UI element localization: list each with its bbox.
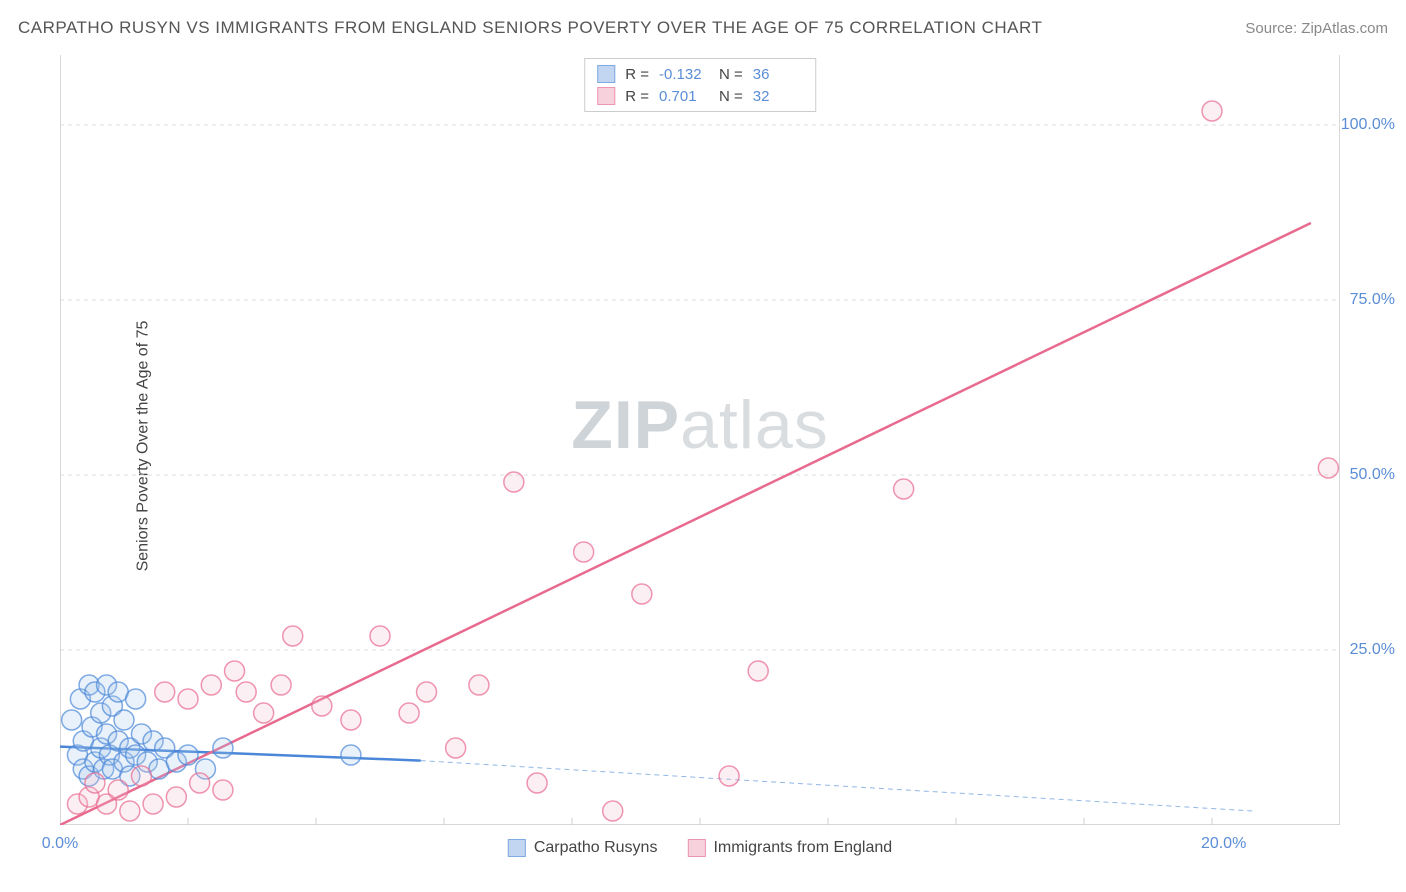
legend-label: Immigrants from England: [713, 839, 892, 857]
stat-n-label: N =: [719, 88, 743, 105]
legend-item: Carpatho Rusyns: [508, 839, 658, 857]
chart-area: ZIPatlas R =-0.132N =36R =0.701N =32 Car…: [60, 55, 1340, 825]
stat-r-value: -0.132: [659, 66, 709, 83]
x-tick-label: 0.0%: [42, 835, 78, 853]
scatter-plot: [60, 55, 1340, 825]
stat-n-value: 32: [753, 88, 803, 105]
y-tick-label: 100.0%: [1341, 116, 1395, 134]
legend-swatch: [687, 839, 705, 857]
y-tick-label: 75.0%: [1350, 291, 1395, 309]
y-tick-label: 50.0%: [1350, 466, 1395, 484]
stat-n-label: N =: [719, 66, 743, 83]
x-tick-label: 20.0%: [1201, 835, 1246, 853]
legend: Carpatho Rusyns Immigrants from England: [508, 839, 892, 857]
legend-item: Immigrants from England: [687, 839, 892, 857]
source-attribution: Source: ZipAtlas.com: [1245, 20, 1388, 37]
stats-row: R = 0.701 N = 32: [597, 85, 803, 107]
legend-label: Carpatho Rusyns: [534, 839, 658, 857]
chart-title: CARPATHO RUSYN VS IMMIGRANTS FROM ENGLAN…: [18, 18, 1042, 38]
correlation-stats-box: R = -0.132 N = 36 R = 0.701 N = 32: [584, 58, 816, 112]
series-swatch: [597, 87, 615, 105]
stat-r-value: 0.701: [659, 88, 709, 105]
y-tick-label: 25.0%: [1350, 641, 1395, 659]
stats-row: R = -0.132 N = 36: [597, 63, 803, 85]
series-swatch: [597, 65, 615, 83]
legend-swatch: [508, 839, 526, 857]
stat-r-label: R =: [625, 88, 649, 105]
stat-n-value: 36: [753, 66, 803, 83]
stat-r-label: R =: [625, 66, 649, 83]
